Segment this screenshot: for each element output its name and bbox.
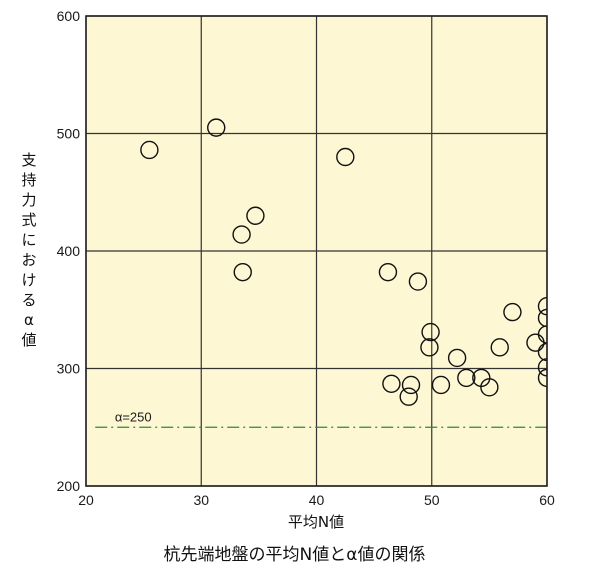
x-tick-label: 40: [309, 492, 325, 508]
data-point: [537, 308, 547, 328]
data-point: [457, 368, 476, 388]
y-tick-label: 500: [57, 126, 81, 142]
data-point: [537, 297, 547, 316]
data-point: [336, 147, 355, 167]
y-tick-label: 600: [57, 8, 81, 24]
y-tick-label: 400: [57, 243, 81, 259]
data-point: [232, 225, 251, 244]
data-point: [431, 375, 451, 395]
data-point: [420, 338, 439, 357]
x-tick-label: 30: [193, 492, 209, 508]
data-point: [503, 302, 522, 322]
data-point: [378, 262, 398, 282]
reference-line-label: α=250: [115, 409, 152, 424]
data-point: [537, 325, 547, 344]
x-tick-label: 50: [424, 492, 440, 508]
data-point: [382, 374, 401, 393]
data-point: [480, 378, 499, 397]
x-axis-title: 平均N値: [288, 513, 344, 531]
data-point: [140, 140, 159, 160]
y-tick-label: 200: [57, 478, 81, 494]
x-tick-label: 60: [539, 492, 555, 508]
data-point: [399, 387, 418, 406]
data-points: [140, 118, 547, 406]
data-point: [490, 338, 509, 357]
chart-caption: 杭先端地盤の平均N値とα値の関係: [163, 545, 426, 565]
y-axis-title: 支持力式におけるα値: [21, 151, 37, 349]
data-point: [207, 118, 226, 137]
x-tick-label: 20: [78, 492, 94, 508]
data-point: [447, 348, 467, 368]
tick-labels: 20 30 40 50 60 200 300 400 500 600: [57, 8, 555, 508]
data-point: [537, 358, 547, 377]
data-point: [246, 206, 265, 225]
data-point: [537, 368, 547, 388]
data-point: [408, 272, 428, 291]
data-point: [233, 262, 252, 282]
data-point: [401, 375, 421, 395]
plot-frame: [85, 15, 548, 487]
y-tick-label: 300: [57, 361, 81, 377]
data-point: [537, 342, 547, 362]
data-point: [421, 322, 440, 342]
